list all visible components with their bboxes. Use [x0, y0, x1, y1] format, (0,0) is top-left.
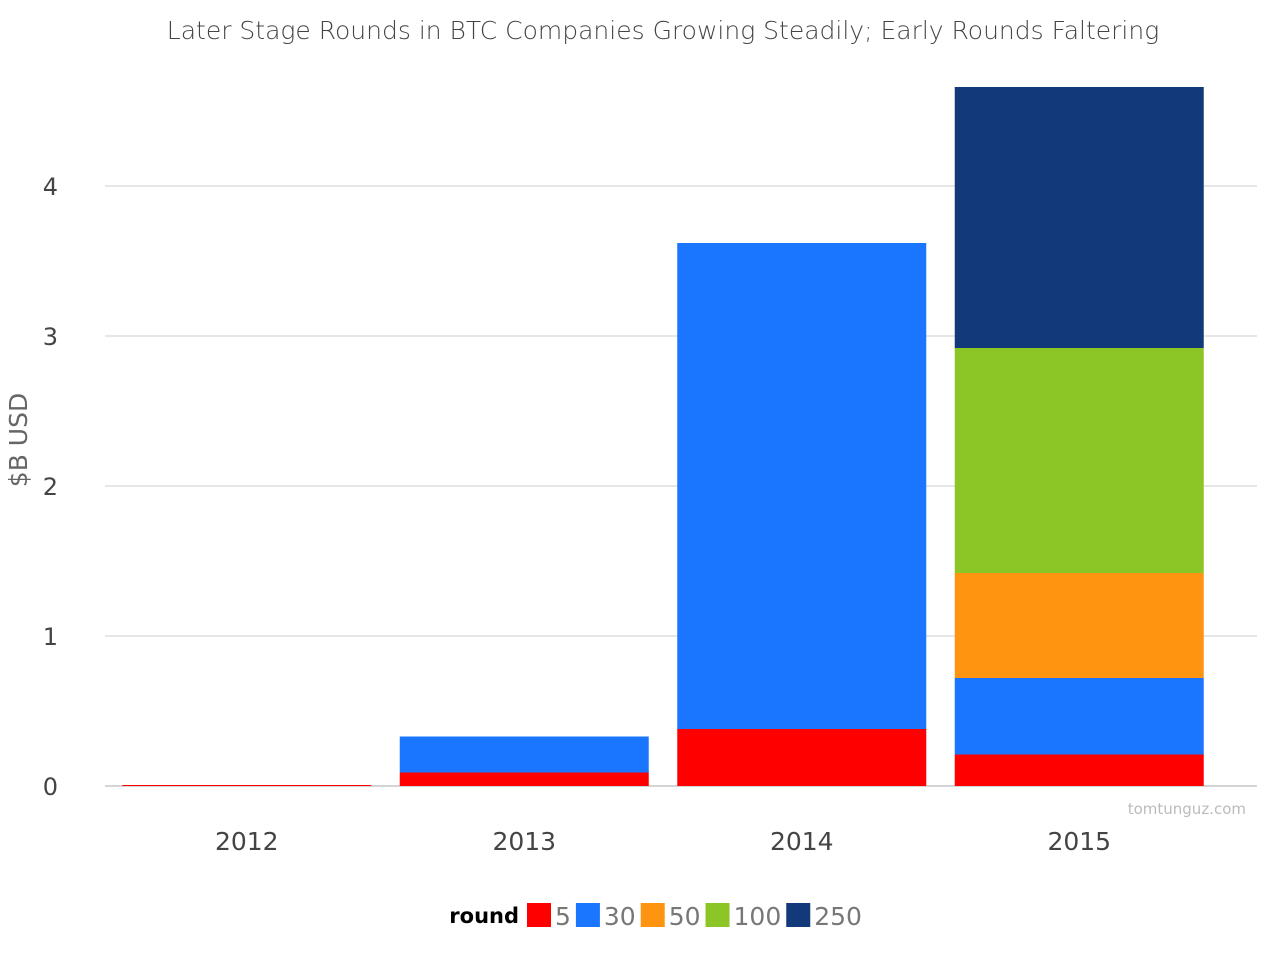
- bars: [122, 87, 1204, 786]
- bar-2015-round-100: [954, 348, 1204, 573]
- y-axis-title: $B USD: [4, 393, 33, 487]
- x-tick-label-2015: 2015: [1047, 827, 1111, 856]
- x-axis-ticks: 2012 2013 2014 2015: [215, 827, 1111, 856]
- legend-label-100: 100: [734, 902, 782, 931]
- y-tick-label: 0: [43, 773, 58, 801]
- legend-swatch-30: [575, 903, 600, 927]
- bar-2015-round-5: [954, 754, 1204, 786]
- legend-swatch-250: [786, 903, 811, 927]
- legend-label-50: 50: [669, 902, 701, 931]
- bar-2015-round-30: [954, 678, 1204, 755]
- bar-2015-round-50: [954, 573, 1204, 678]
- watermark: tomtunguz.com: [1128, 800, 1246, 818]
- legend-swatch-50: [640, 903, 665, 927]
- legend-swatch-5: [527, 903, 551, 927]
- legend: round 5 30 50 100 250: [449, 902, 862, 931]
- bar-2013-round-30: [399, 736, 649, 773]
- legend-items: 5 30 50 100 250: [527, 902, 862, 931]
- bar-2015-round-250: [954, 87, 1204, 348]
- legend-label-30: 30: [604, 902, 636, 931]
- bar-2013-round-5: [399, 772, 649, 786]
- x-tick-label-2014: 2014: [770, 827, 834, 856]
- bar-2014-round-5: [677, 729, 927, 786]
- x-tick-label-2012: 2012: [215, 827, 279, 856]
- y-tick-label: 1: [43, 623, 58, 651]
- chart-title: Later Stage Rounds in BTC Companies Grow…: [167, 16, 1159, 45]
- y-axis-ticks: 0 1 2 3 4: [43, 173, 58, 801]
- legend-swatch-100: [705, 903, 730, 927]
- legend-label-250: 250: [814, 902, 862, 931]
- x-tick-label-2013: 2013: [492, 827, 556, 856]
- y-tick-label: 3: [43, 323, 58, 351]
- y-tick-label: 4: [43, 173, 58, 201]
- legend-title: round: [449, 904, 519, 928]
- legend-label-5: 5: [555, 902, 571, 931]
- bar-2014-round-30: [677, 243, 927, 729]
- y-tick-label: 2: [43, 473, 58, 501]
- bar-2012-round-5: [122, 785, 372, 786]
